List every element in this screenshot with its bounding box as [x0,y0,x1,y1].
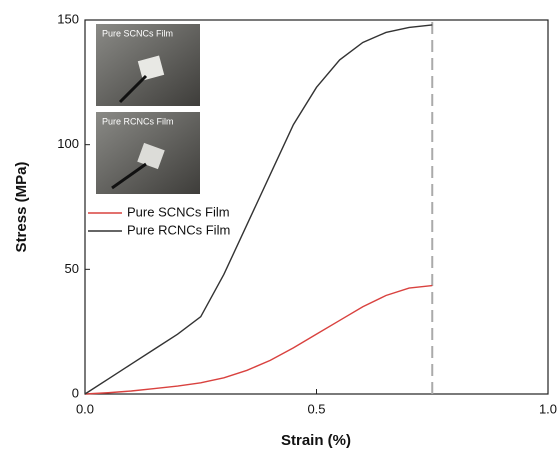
series-line [84,24,433,395]
x-tick-label: 0.0 [76,401,94,416]
x-tick-label: 1.0 [539,401,557,416]
legend-label: Pure SCNCs Film [127,204,230,219]
y-axis-label: Stress (MPa) [13,162,30,253]
y-tick-label: 150 [57,11,79,26]
inset-photo [96,24,200,194]
y-tick-label: 0 [72,385,79,400]
legend-label: Pure RCNCs Film [127,222,230,237]
series-line [84,284,433,395]
inset-label: Pure RCNCs Film [102,116,174,126]
y-tick-label: 100 [57,136,79,151]
y-tick-label: 50 [65,261,79,276]
x-axis-label: Strain (%) [281,432,351,449]
x-tick-label: 0.5 [307,401,325,416]
inset-label: Pure SCNCs Film [102,28,173,38]
